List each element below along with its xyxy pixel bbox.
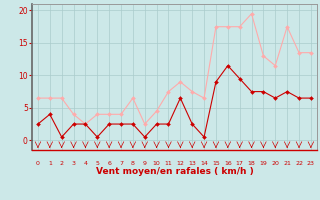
- X-axis label: Vent moyen/en rafales ( km/h ): Vent moyen/en rafales ( km/h ): [96, 168, 253, 176]
